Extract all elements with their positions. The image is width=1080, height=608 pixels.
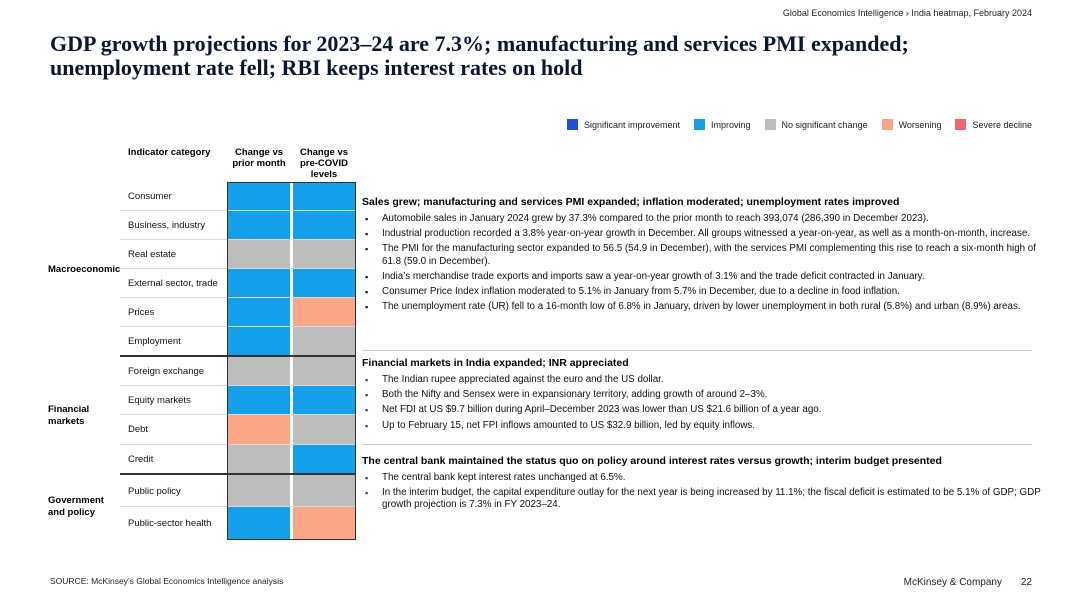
row-label-debt: Debt: [128, 424, 149, 435]
page-number: 22: [1020, 577, 1032, 588]
cell-employment-prior-month: [228, 327, 290, 355]
bullet-item: India’s merchandise trade exports and im…: [362, 271, 1042, 283]
row-label-prices: Prices: [128, 307, 155, 318]
cell-consumer-prior-month: [228, 182, 290, 210]
cell-forex-pre-covid: [293, 357, 355, 385]
header-prior-month: Change vs prior month: [232, 147, 286, 169]
cell-public-health-pre-covid: [293, 507, 355, 539]
section-title: The central bank maintained the status q…: [362, 455, 942, 467]
group-label-government-policy: Government and policy: [48, 495, 104, 518]
cell-forex-prior-month: [228, 357, 290, 385]
legend-label: Worsening: [898, 119, 942, 130]
row-label-employment: Employment: [128, 336, 181, 347]
legend-swatch: [955, 119, 967, 130]
section-government-policy: The central bank maintained the status q…: [362, 455, 1042, 515]
legend-swatch: [566, 119, 578, 130]
legend-label: Severe decline: [972, 119, 1032, 130]
row-label-consumer: Consumer: [128, 191, 172, 202]
cell-credit-pre-covid: [293, 445, 355, 473]
bullet-item: The central bank kept interest rates unc…: [362, 472, 1042, 484]
bullet-item: Industrial production recorded a 3.8% ye…: [362, 228, 1042, 240]
section-divider: [362, 350, 1032, 351]
row-divider: [120, 414, 356, 415]
legend-label: Improving: [711, 119, 751, 130]
legend-label: Significant improvement: [583, 119, 681, 130]
cell-prices-prior-month: [228, 298, 290, 326]
group-label-financial-markets: Financial markets: [48, 404, 90, 427]
cell-real-estate-pre-covid: [293, 240, 355, 268]
row-divider: [120, 385, 356, 386]
cell-debt-pre-covid: [293, 415, 355, 444]
legend-label: No significant change: [781, 119, 868, 130]
legend-item-no-change: No significant change: [764, 119, 868, 130]
bullet-list: The central bank kept interest rates unc…: [362, 472, 1042, 512]
bullet-list: Automobile sales in January 2024 grew by…: [362, 213, 1042, 314]
row-divider: [120, 268, 356, 269]
brand-name: McKinsey & Company: [903, 577, 1002, 588]
cell-public-health-prior-month: [228, 507, 290, 539]
row-label-real-estate: Real estate: [128, 249, 177, 260]
bullet-item: Up to February 15, net FPI inflows amoun…: [362, 420, 1042, 432]
row-label-business-industry: Business, industry: [128, 220, 206, 231]
row-divider: [120, 210, 356, 211]
cell-public-policy-pre-covid: [293, 475, 355, 506]
legend-item-significant-improvement: Significant improvement: [566, 119, 681, 130]
row-label-foreign-exchange: Foreign exchange: [128, 366, 205, 377]
legend-swatch: [881, 119, 893, 130]
group-label-macroeconomic: Macroeconomic: [48, 264, 121, 275]
cell-consumer-pre-covid: [293, 182, 355, 210]
section-financial-markets: Financial markets in India expanded; INR…: [362, 357, 1042, 435]
source-note: SOURCE: McKinsey’s Global Economics Inte…: [50, 576, 284, 586]
cell-prices-pre-covid: [293, 298, 355, 326]
group-divider: [120, 355, 356, 357]
row-label-equity-markets: Equity markets: [128, 395, 191, 406]
header-pre-covid: Change vs pre-COVID levels: [299, 147, 349, 180]
row-divider: [120, 297, 356, 298]
row-label-credit: Credit: [128, 454, 154, 465]
section-title: Financial markets in India expanded; INR…: [362, 357, 629, 369]
cell-business-prior-month: [228, 211, 290, 239]
bullet-item: In the interim budget, the capital expen…: [362, 487, 1042, 511]
legend-swatch: [694, 119, 706, 130]
bullet-item: Both the Nifty and Sensex were in expans…: [362, 389, 1042, 401]
cell-public-policy-prior-month: [228, 475, 290, 506]
cell-equity-prior-month: [228, 386, 290, 414]
cell-external-prior-month: [228, 269, 290, 297]
cell-employment-pre-covid: [293, 327, 355, 355]
legend-swatch: [764, 119, 776, 130]
legend-item-worsening: Worsening: [881, 119, 942, 130]
row-label-public-sector-health: Public-sector health: [128, 518, 212, 529]
cell-equity-pre-covid: [293, 386, 355, 414]
bullet-item: The Indian rupee appreciated against the…: [362, 374, 1042, 386]
row-label-external-sector: External sector, trade: [128, 278, 218, 289]
legend: Significant improvement Improving No sig…: [553, 119, 1032, 130]
bullet-item: The PMI for the manufacturing sector exp…: [362, 243, 1042, 267]
legend-item-severe-decline: Severe decline: [955, 119, 1032, 130]
bullet-list: The Indian rupee appreciated against the…: [362, 374, 1042, 432]
row-divider: [120, 326, 356, 327]
section-title: Sales grew; manufacturing and services P…: [362, 196, 900, 208]
breadcrumb: Global Economics Intelligence › India he…: [782, 8, 1032, 18]
row-divider: [120, 444, 356, 445]
cell-credit-prior-month: [228, 445, 290, 473]
cell-debt-prior-month: [228, 415, 290, 444]
bullet-item: Consumer Price Index inflation moderated…: [362, 286, 1042, 298]
legend-item-improving: Improving: [694, 119, 751, 130]
bullet-item: The unemployment rate (UR) fell to a 16-…: [362, 301, 1042, 313]
bullet-item: Net FDI at US $9.7 billion during April–…: [362, 404, 1042, 416]
section-divider: [362, 444, 1032, 445]
cell-external-pre-covid: [293, 269, 355, 297]
row-label-public-policy: Public policy: [128, 486, 181, 497]
cell-business-pre-covid: [293, 211, 355, 239]
section-macroeconomic: Sales grew; manufacturing and services P…: [362, 196, 1042, 316]
cell-real-estate-prior-month: [228, 240, 290, 268]
group-divider: [120, 473, 356, 475]
header-indicator-category: Indicator category: [128, 147, 211, 158]
row-divider: [120, 239, 356, 240]
bullet-item: Automobile sales in January 2024 grew by…: [362, 213, 1042, 225]
row-divider: [120, 506, 356, 507]
page-title: GDP growth projections for 2023–24 are 7…: [50, 31, 909, 80]
